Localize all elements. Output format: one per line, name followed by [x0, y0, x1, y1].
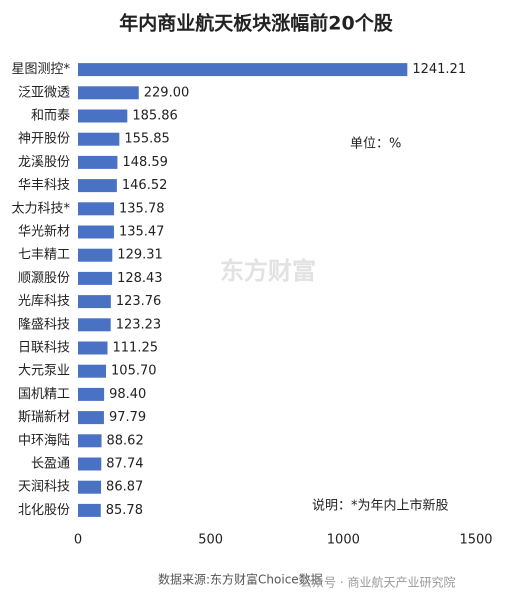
- bar: [78, 109, 128, 123]
- bar: [78, 86, 139, 100]
- value-label: 135.47: [119, 225, 164, 240]
- source: 数据来源:东方财富Choice数据: [158, 572, 323, 587]
- y-tick-label: 日联科技: [18, 341, 70, 356]
- watermark: 东方财富: [220, 257, 316, 285]
- y-tick-label: 七丰精工: [18, 248, 70, 263]
- y-tick-label: 长盈通: [31, 457, 70, 472]
- bar: [78, 202, 115, 216]
- y-tick-label: 太力科技*: [11, 201, 70, 216]
- value-label: 105.70: [111, 364, 157, 379]
- bar: [78, 248, 113, 262]
- value-label: 229.00: [144, 85, 190, 100]
- y-tick-label: 天润科技: [18, 480, 70, 495]
- bar: [78, 364, 107, 378]
- value-label: 135.78: [119, 201, 165, 216]
- chart-title: 年内商业航天板块涨幅前20个股: [119, 12, 392, 35]
- y-tick-label: 隆盛科技: [18, 317, 70, 332]
- bar: [78, 480, 102, 494]
- value-label: 123.23: [116, 317, 161, 332]
- value-label: 86.87: [106, 480, 143, 495]
- bar: [78, 387, 105, 401]
- value-label: 85.78: [106, 503, 143, 518]
- bar: [78, 155, 118, 169]
- y-tick-label: 龙溪股份: [18, 155, 70, 170]
- bar: [78, 132, 120, 146]
- x-tick-label: 0: [74, 533, 82, 548]
- y-tick-label: 星图测控*: [11, 62, 70, 77]
- bar: [78, 271, 113, 285]
- bar: [78, 225, 114, 239]
- value-label: 129.31: [117, 248, 163, 263]
- value-label: 128.43: [117, 271, 162, 286]
- y-tick-label: 和而泰: [31, 109, 70, 124]
- value-label: 111.25: [113, 341, 159, 356]
- note: 说明：*为年内上市新股: [312, 498, 449, 514]
- value-label: 123.76: [116, 294, 161, 309]
- y-tick-label: 神开股份: [18, 132, 70, 147]
- value-label: 148.59: [122, 155, 167, 170]
- value-label: 87.74: [106, 457, 143, 472]
- value-label: 155.85: [124, 132, 170, 147]
- unit-note: 单位：%: [350, 137, 401, 152]
- bar: [78, 295, 111, 309]
- bar: [78, 503, 101, 517]
- x-tick-label: 1500: [459, 533, 492, 548]
- bar: [78, 318, 111, 332]
- bar: [78, 63, 408, 77]
- value-label: 88.62: [107, 433, 144, 448]
- value-label: 185.86: [132, 109, 178, 124]
- x-tick-label: 1000: [327, 533, 360, 548]
- y-tick-label: 斯瑞新材: [18, 409, 70, 425]
- value-label: 98.40: [109, 387, 146, 402]
- bar: [78, 341, 108, 355]
- bar: [78, 457, 102, 471]
- credit: 公众号 · 商业航天产业研究院: [300, 575, 455, 590]
- y-tick-label: 泛亚微透: [18, 85, 70, 100]
- y-tick-label: 北化股份: [18, 503, 70, 518]
- bar: [78, 434, 102, 448]
- y-tick-label: 光库科技: [18, 293, 70, 309]
- bar: [78, 179, 117, 193]
- value-label: 97.79: [109, 410, 146, 425]
- y-tick-label: 国机精工: [18, 387, 70, 402]
- y-tick-label: 顺灏股份: [18, 270, 70, 286]
- y-tick-label: 大元泵业: [18, 364, 70, 379]
- x-tick-label: 500: [198, 533, 223, 548]
- y-tick-label: 中环海陆: [18, 432, 70, 448]
- value-label: 146.52: [122, 178, 168, 193]
- value-label: 1241.21: [412, 62, 466, 77]
- bar: [78, 411, 104, 425]
- y-tick-label: 华光新材: [18, 224, 70, 240]
- y-tick-label: 华丰科技: [18, 178, 70, 193]
